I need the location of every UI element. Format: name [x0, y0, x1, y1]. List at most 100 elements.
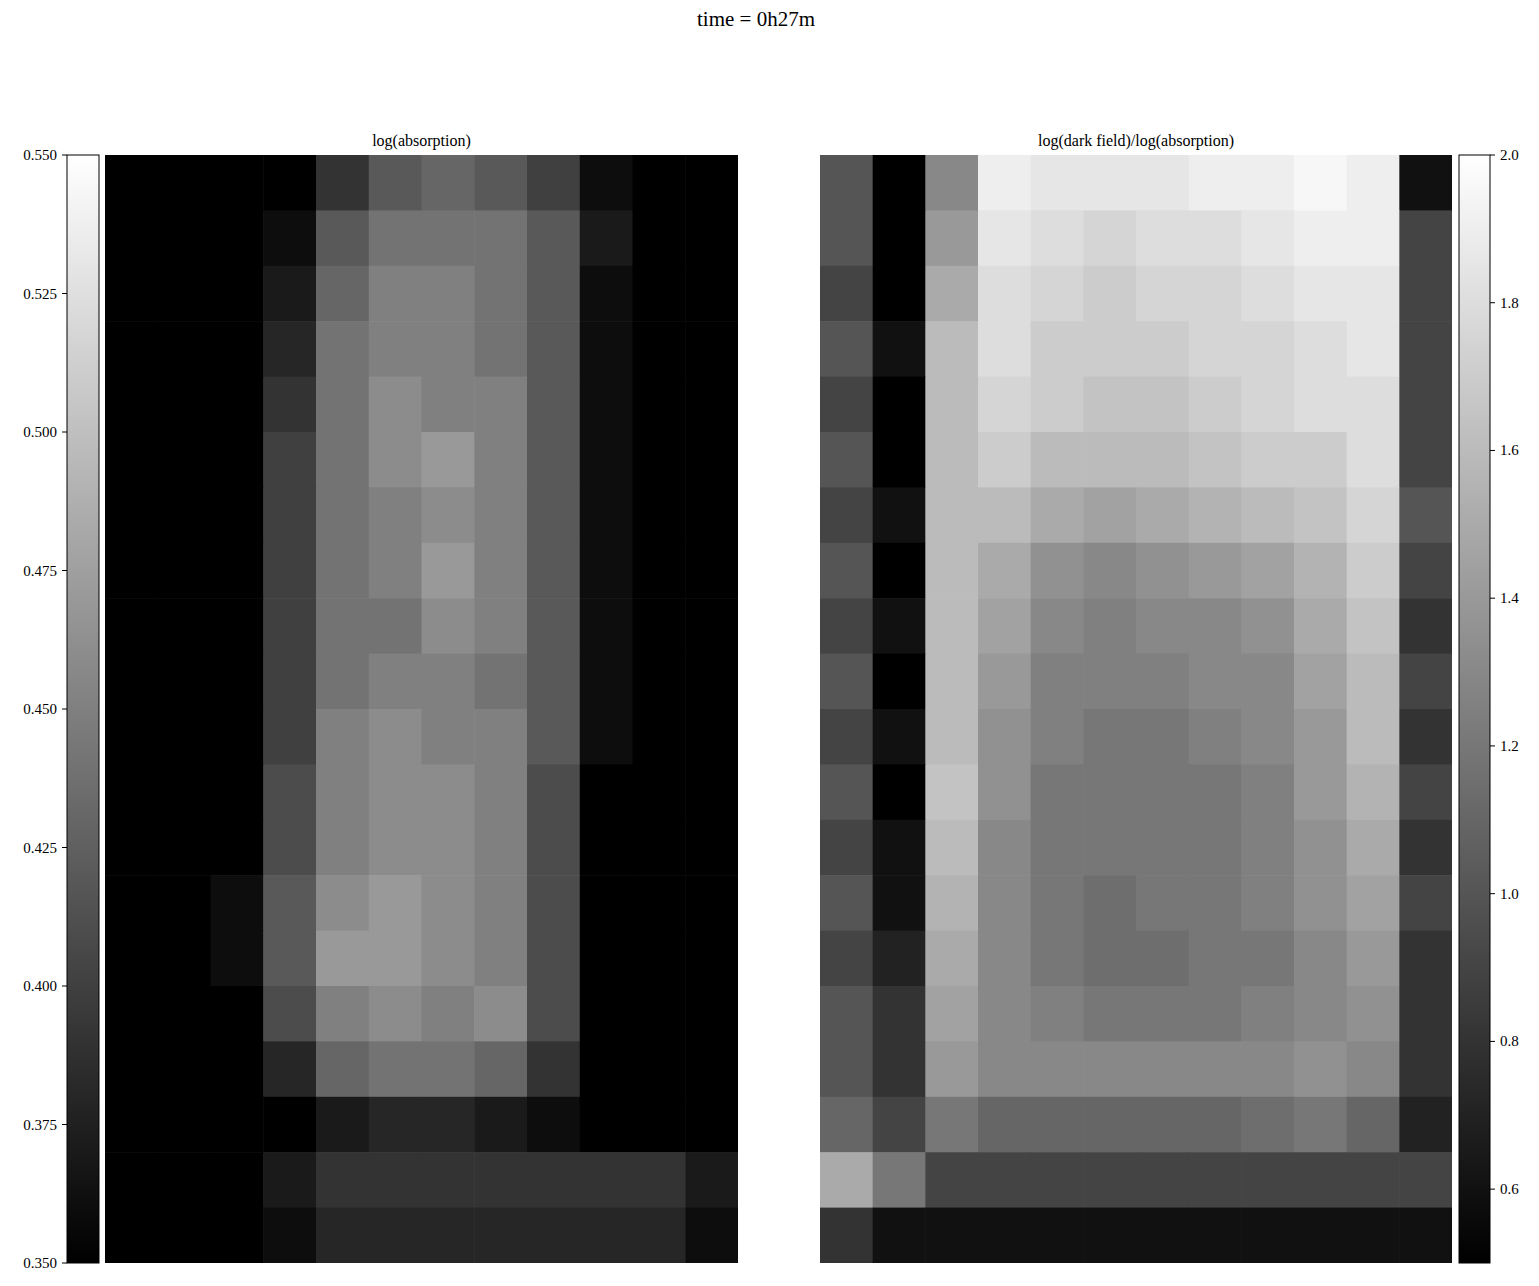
- cell: [685, 1097, 738, 1153]
- cell: [211, 155, 264, 211]
- cell: [158, 1097, 211, 1153]
- cell: [1136, 820, 1189, 876]
- cell: [369, 986, 422, 1042]
- cell: [1294, 1097, 1347, 1153]
- cell: [1083, 875, 1136, 931]
- cell: [211, 266, 264, 322]
- cell: [1294, 986, 1347, 1042]
- cell: [580, 1041, 633, 1097]
- cell: [580, 1097, 633, 1153]
- colorbar-tick-label: 0.400: [23, 978, 57, 994]
- cell: [211, 1208, 264, 1263]
- cell: [925, 709, 978, 765]
- cell: [105, 487, 158, 543]
- cell: [211, 709, 264, 765]
- cell: [925, 377, 978, 433]
- cell: [685, 377, 738, 433]
- cell: [633, 1097, 686, 1153]
- cell: [685, 764, 738, 820]
- cell: [369, 1208, 422, 1263]
- cell: [580, 155, 633, 211]
- cell: [1294, 598, 1347, 654]
- cell: [1031, 377, 1084, 433]
- cell: [1294, 1208, 1347, 1263]
- cell: [158, 709, 211, 765]
- cell: [925, 764, 978, 820]
- cell: [158, 931, 211, 987]
- colorbar-tick: [62, 986, 67, 987]
- cell: [263, 1208, 316, 1263]
- colorbar-tick: [62, 709, 67, 710]
- cell: [105, 543, 158, 599]
- cell: [1241, 598, 1294, 654]
- cell: [263, 764, 316, 820]
- cell: [105, 820, 158, 876]
- cell: [1189, 875, 1242, 931]
- cell: [158, 266, 211, 322]
- cell: [820, 1152, 873, 1208]
- cell: [316, 487, 369, 543]
- cell: [1347, 875, 1400, 931]
- cell: [263, 377, 316, 433]
- cell: [527, 598, 580, 654]
- cell: [580, 709, 633, 765]
- cell: [820, 266, 873, 322]
- cell: [685, 321, 738, 377]
- cell: [633, 266, 686, 322]
- colorbar-tick: [62, 847, 67, 848]
- cell: [211, 654, 264, 710]
- cell: [1399, 1152, 1452, 1208]
- cell: [158, 1208, 211, 1263]
- cells: [820, 155, 1452, 1263]
- panel-title: log(dark field)/log(absorption): [1038, 132, 1234, 150]
- cell: [158, 210, 211, 266]
- cell: [158, 1152, 211, 1208]
- cell: [925, 1097, 978, 1153]
- cell: [1189, 1152, 1242, 1208]
- cell: [422, 820, 475, 876]
- cell: [1031, 210, 1084, 266]
- colorbar-tick: [1490, 155, 1495, 156]
- cell: [873, 266, 926, 322]
- cell: [263, 487, 316, 543]
- cell: [263, 543, 316, 599]
- cell: [211, 487, 264, 543]
- cell: [978, 1208, 1031, 1263]
- cell: [820, 321, 873, 377]
- cell: [1083, 155, 1136, 211]
- cell: [1294, 931, 1347, 987]
- cell: [978, 1041, 1031, 1097]
- cell: [633, 432, 686, 488]
- cell: [1241, 931, 1294, 987]
- cell: [1189, 654, 1242, 710]
- cell: [873, 709, 926, 765]
- colorbar-tick-label: 2.0: [1500, 147, 1519, 163]
- cell: [580, 210, 633, 266]
- cell: [1399, 266, 1452, 322]
- cell: [1083, 321, 1136, 377]
- cell: [422, 1041, 475, 1097]
- cell: [316, 820, 369, 876]
- cell: [1189, 210, 1242, 266]
- cell: [527, 432, 580, 488]
- cell: [873, 820, 926, 876]
- colorbar-tick-label: 0.375: [23, 1117, 57, 1133]
- cell: [580, 432, 633, 488]
- cell: [1136, 1208, 1189, 1263]
- cell: [422, 543, 475, 599]
- cell: [1294, 377, 1347, 433]
- cell: [1347, 487, 1400, 543]
- cell: [685, 1041, 738, 1097]
- cell: [1136, 875, 1189, 931]
- cell: [105, 986, 158, 1042]
- cell: [158, 654, 211, 710]
- cell: [263, 931, 316, 987]
- cell: [1241, 1152, 1294, 1208]
- cell: [105, 377, 158, 433]
- cell: [474, 487, 527, 543]
- colorbar-tick-label: 0.350: [23, 1255, 57, 1271]
- cell: [474, 266, 527, 322]
- cell: [1136, 487, 1189, 543]
- colorbar-tick: [62, 570, 67, 571]
- cell: [1347, 1041, 1400, 1097]
